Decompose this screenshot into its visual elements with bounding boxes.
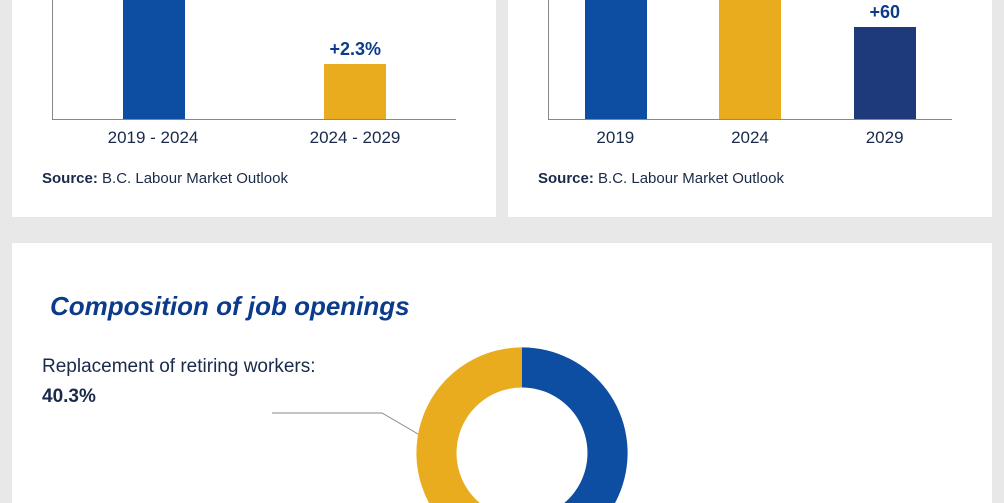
bar-value: +2.3%: [329, 39, 381, 60]
donut-slice: [416, 347, 522, 503]
bar-rect: [324, 64, 386, 119]
bar-rect: [123, 0, 185, 119]
retiring-label: Replacement of retiring workers:: [42, 356, 316, 377]
composition-card: Composition of job openings Replacement …: [12, 243, 992, 503]
bar-rect: [585, 0, 647, 119]
source-text: B.C. Labour Market Outlook: [102, 170, 288, 187]
x-label: 2029: [825, 128, 945, 148]
x-label: 2019: [555, 128, 675, 148]
growth-rate-xaxis: 2019 - 2024 2024 - 2029: [52, 128, 456, 148]
source-text: B.C. Labour Market Outlook: [598, 170, 784, 187]
x-label: 2024: [690, 128, 810, 148]
source-label: Source:: [538, 170, 594, 187]
growth-rate-chart: +2.3%: [52, 0, 456, 120]
bar: [556, 0, 676, 119]
employment-card: +60 2019 2024 2029 Source: B.C. Labour Mar…: [508, 0, 992, 217]
source-line-right: Source: B.C. Labour Market Outlook: [538, 170, 962, 187]
bar: [690, 0, 810, 119]
bar: +2.3%: [295, 39, 415, 119]
growth-rate-card: +2.3% 2019 - 2024 2024 - 2029 Source: B.C…: [12, 0, 496, 217]
bar: [94, 0, 214, 119]
x-label: 2019 - 2024: [93, 128, 213, 148]
bar-rect: [719, 0, 781, 119]
bar: +60: [825, 2, 945, 119]
source-label: Source:: [42, 170, 98, 187]
x-label: 2024 - 2029: [295, 128, 415, 148]
donut-chart: [412, 343, 632, 503]
employment-chart: +60: [548, 0, 952, 120]
source-line-left: Source: B.C. Labour Market Outlook: [42, 170, 466, 187]
bar-rect: [854, 27, 916, 119]
composition-title: Composition of job openings: [50, 291, 962, 322]
bar-value: +60: [870, 2, 901, 23]
employment-xaxis: 2019 2024 2029: [548, 128, 952, 148]
